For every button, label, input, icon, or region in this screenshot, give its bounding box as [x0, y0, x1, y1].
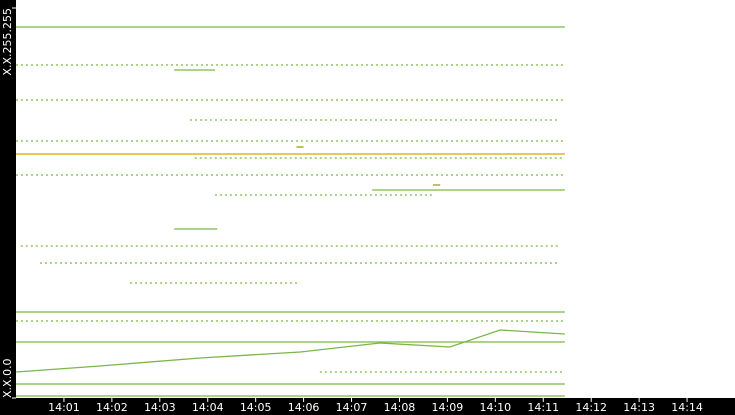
x-tick-label: 14:13	[623, 401, 655, 414]
x-tick-label: 14:09	[432, 401, 464, 414]
x-tick-label: 14:12	[575, 401, 607, 414]
x-tick-label: 14:06	[288, 401, 320, 414]
x-axis-strip	[0, 398, 735, 415]
x-tick-label: 14:08	[384, 401, 416, 414]
x-tick-label: 14:10	[479, 401, 511, 414]
y-tick-label: X.X.0.0	[1, 358, 14, 398]
x-tick-label: 14:11	[527, 401, 559, 414]
x-tick-label: 14:03	[144, 401, 176, 414]
traffic-line	[15, 329, 565, 373]
x-tick-label: 14:05	[240, 401, 272, 414]
x-tick-label: 14:04	[192, 401, 224, 414]
x-tick-label: 14:07	[336, 401, 368, 414]
x-tick-label: 14:02	[96, 401, 128, 414]
x-tick-label: 14:01	[48, 401, 80, 414]
y-axis-strip	[0, 0, 16, 415]
y-tick-label: X.X.255.255	[1, 8, 14, 76]
x-tick-label: 14:14	[671, 401, 703, 414]
